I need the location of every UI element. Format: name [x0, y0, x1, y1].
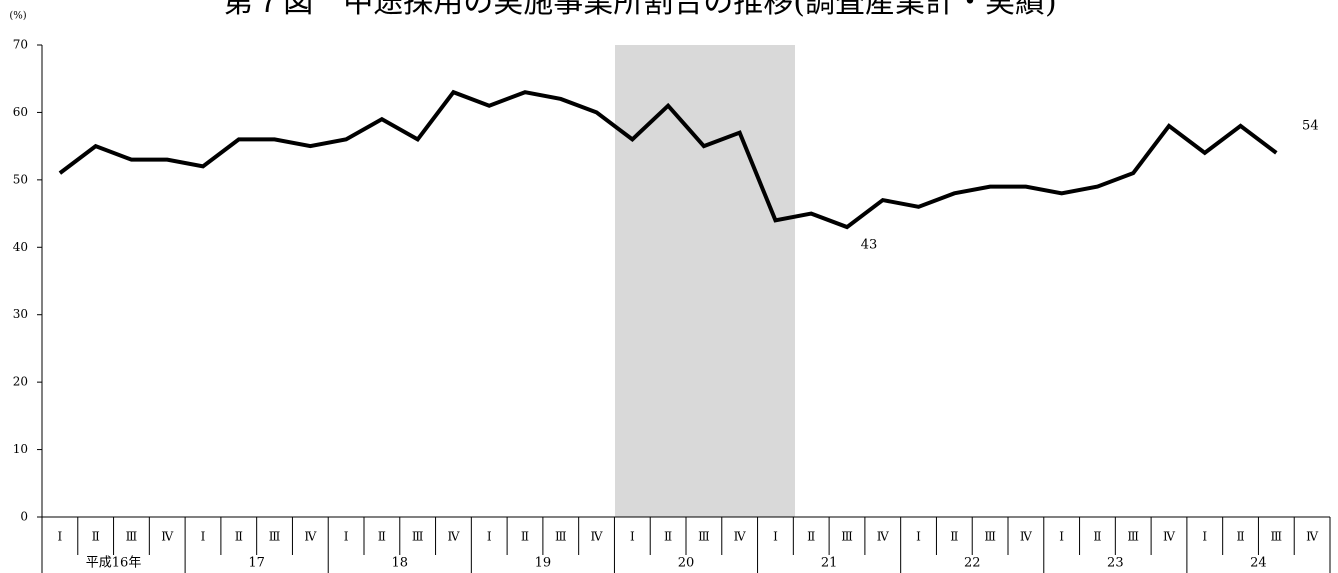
x-tick-label: Ⅰ: [630, 530, 635, 544]
x-tick-label: Ⅲ: [555, 530, 567, 544]
x-tick-label: Ⅰ: [58, 530, 63, 544]
x-tick-label: Ⅲ: [1271, 530, 1283, 544]
x-tick-label: Ⅱ: [664, 530, 672, 544]
x-tick-label: Ⅳ: [161, 530, 174, 544]
x-tick-label: Ⅳ: [1163, 530, 1176, 544]
x-tick-label: Ⅱ: [1236, 530, 1244, 544]
y-unit: (%): [9, 11, 26, 22]
x-tick-label: Ⅱ: [235, 530, 243, 544]
x-tick-label: Ⅲ: [126, 530, 138, 544]
x-tick-label: Ⅲ: [698, 530, 710, 544]
x-tick-label: Ⅳ: [877, 530, 890, 544]
y-tick-label: 60: [13, 105, 28, 119]
year-label: 平成16年: [86, 556, 142, 571]
x-tick-label: Ⅳ: [304, 530, 317, 544]
x-tick-label: Ⅳ: [734, 530, 747, 544]
y-tick-label: 70: [13, 38, 28, 52]
y-tick-label: 10: [13, 442, 28, 456]
year-label: 22: [964, 556, 981, 571]
y-tick-label: 50: [13, 172, 28, 186]
chart-title: 第７図 中途採用の実施事業所割合の推移(調査産業計・実績): [223, 0, 1056, 20]
x-tick-label: Ⅰ: [201, 530, 206, 544]
x-tick-label: Ⅲ: [412, 530, 424, 544]
year-label: 21: [821, 556, 838, 571]
y-tick-label: 0: [20, 510, 28, 524]
shaded-period: [615, 45, 795, 517]
x-tick-label: Ⅰ: [1059, 530, 1064, 544]
y-tick-label: 20: [13, 375, 28, 389]
year-label: 23: [1107, 556, 1124, 571]
x-tick-label: Ⅰ: [916, 530, 921, 544]
data-label: 54: [1302, 118, 1319, 133]
y-tick-label: 40: [13, 240, 28, 254]
x-tick-label: Ⅱ: [92, 530, 100, 544]
x-tick-label: Ⅲ: [269, 530, 281, 544]
x-tick-label: Ⅲ: [841, 530, 853, 544]
x-tick-label: Ⅳ: [1020, 530, 1033, 544]
year-label: 17: [248, 556, 265, 571]
x-tick-label: Ⅲ: [984, 530, 996, 544]
x-tick-label: Ⅱ: [1093, 530, 1101, 544]
x-tick-label: Ⅳ: [1306, 530, 1319, 544]
year-label: 18: [392, 556, 409, 571]
year-label: 24: [1250, 556, 1267, 571]
year-label: 19: [535, 556, 552, 571]
x-tick-label: Ⅰ: [487, 530, 492, 544]
x-tick-label: Ⅱ: [378, 530, 386, 544]
x-tick-label: Ⅱ: [950, 530, 958, 544]
x-tick-label: Ⅳ: [447, 530, 460, 544]
x-tick-label: Ⅱ: [807, 530, 815, 544]
x-tick-label: Ⅰ: [344, 530, 349, 544]
data-label: 43: [861, 238, 878, 253]
x-tick-label: Ⅰ: [1202, 530, 1207, 544]
x-tick-label: Ⅲ: [1127, 530, 1139, 544]
year-label: 20: [678, 556, 695, 571]
data-line: [58, 89, 1278, 230]
x-tick-label: Ⅰ: [773, 530, 778, 544]
x-tick-label: Ⅳ: [591, 530, 604, 544]
y-tick-label: 30: [13, 307, 28, 321]
x-tick-label: Ⅱ: [521, 530, 529, 544]
